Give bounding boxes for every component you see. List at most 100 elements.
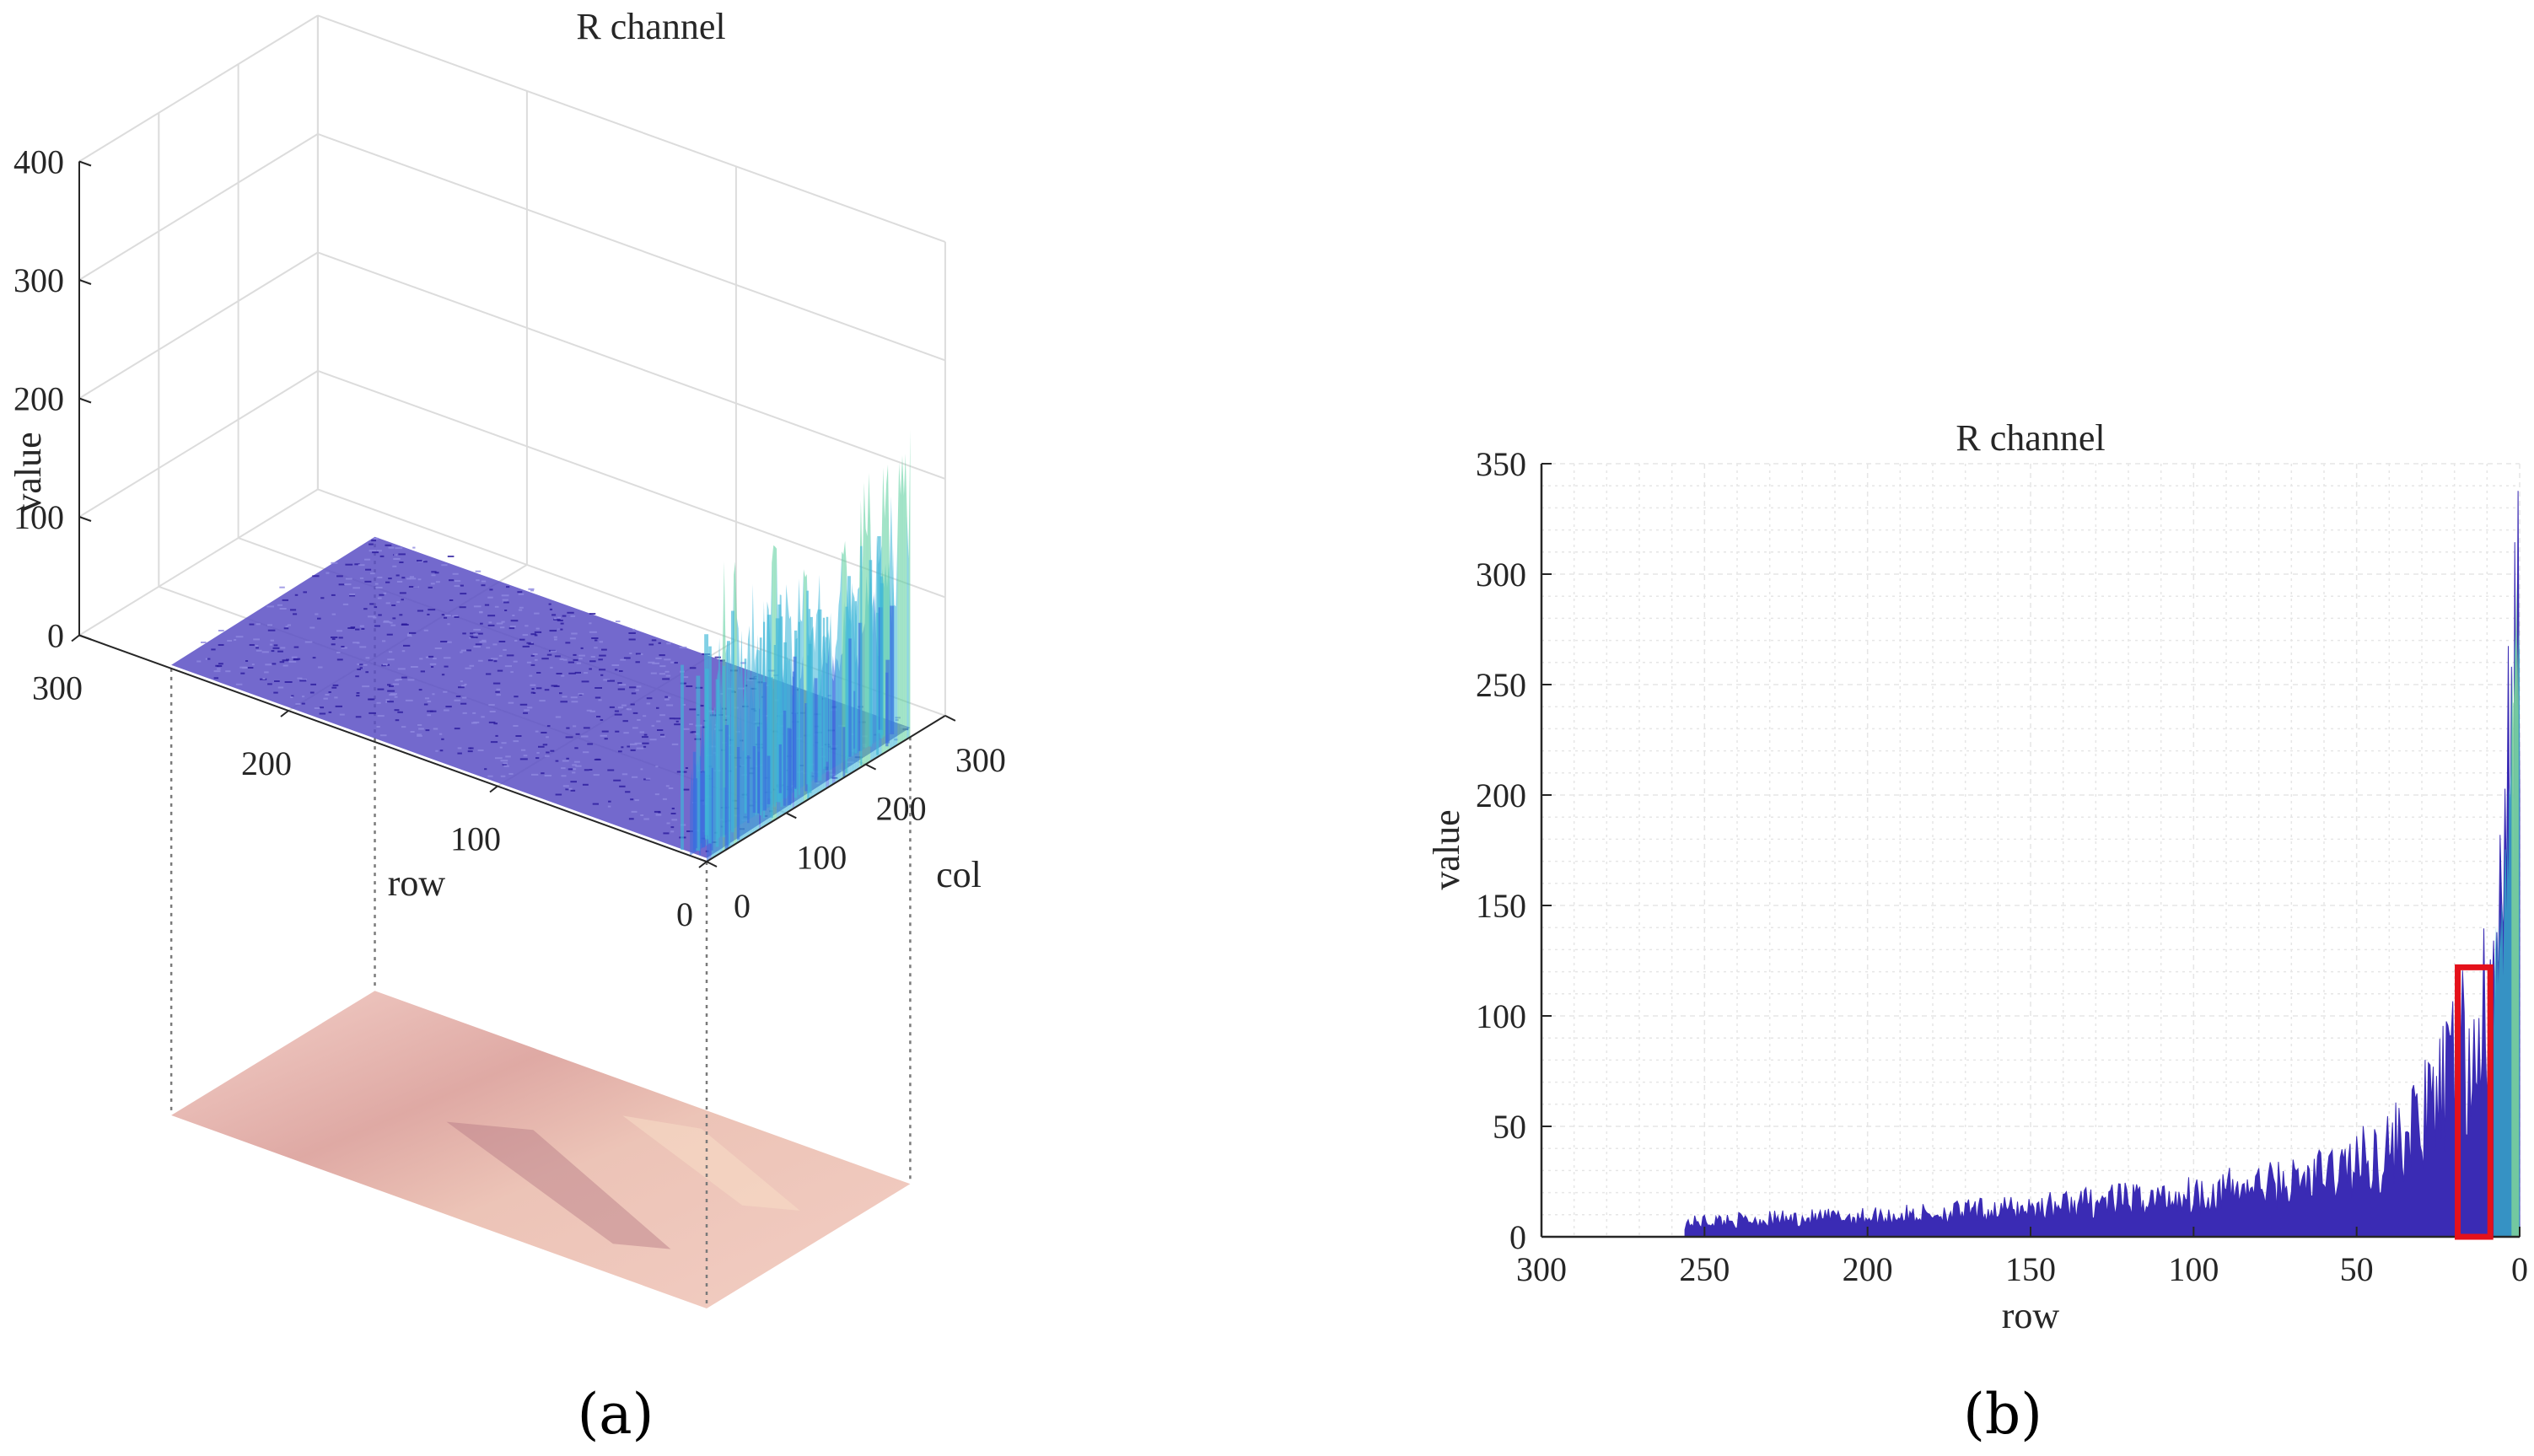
surface-texel: [280, 647, 286, 649]
surface-texel: [575, 765, 582, 767]
surface-texel: [503, 601, 509, 604]
surface-texel: [376, 550, 382, 552]
surface-texel: [574, 671, 581, 674]
ridge-facet: [905, 454, 907, 740]
surface-texel: [392, 683, 400, 685]
surface-texel: [440, 641, 448, 642]
surface-texel: [489, 711, 496, 712]
surface-texel: [635, 653, 641, 655]
surface-texel: [291, 695, 294, 697]
surface-texel: [444, 709, 449, 712]
ridge-facet: [865, 529, 868, 765]
surface-texel: [636, 685, 642, 688]
surface-texel: [227, 640, 232, 642]
surface-texel: [554, 617, 557, 620]
surface-texel: [460, 702, 467, 705]
ridge-facet: [903, 454, 906, 741]
surface-texel: [669, 717, 675, 720]
surface-texel: [589, 668, 592, 670]
surface-texel: [531, 773, 539, 776]
surface-texel: [434, 572, 439, 574]
surface-texel: [594, 687, 602, 689]
y-tick-label: 350: [1476, 445, 1526, 483]
surface-texel: [339, 713, 345, 716]
surface-texel: [522, 645, 530, 647]
z-tick: [78, 160, 92, 167]
surface-texel: [589, 660, 596, 663]
surface-texel: [640, 814, 644, 816]
surface-texel: [213, 670, 221, 673]
surface-texel: [478, 659, 483, 662]
surface-texel: [586, 709, 592, 712]
surface-texel: [387, 690, 395, 692]
surface-texel: [218, 644, 224, 646]
surface-texel: [495, 690, 500, 693]
surface-texel: [526, 642, 531, 644]
surface-texel: [389, 621, 393, 624]
surface-texel: [455, 696, 461, 697]
surface-texel: [634, 742, 643, 744]
surface-texel: [615, 621, 621, 623]
surface-texel: [293, 646, 299, 648]
surface-texel: [207, 658, 211, 660]
ridge-facet: [872, 594, 874, 760]
surface-texel: [271, 650, 275, 653]
surface-texel: [300, 679, 307, 681]
surface-texel: [472, 712, 476, 714]
surface-texel: [290, 696, 293, 698]
surface-texel: [648, 661, 655, 664]
ridge-facet: [741, 631, 744, 841]
surface-texel: [358, 564, 365, 567]
surface-texel: [589, 769, 593, 771]
surface-texel: [427, 701, 432, 702]
surface-texel: [526, 661, 532, 664]
surface-texel: [282, 659, 288, 662]
surface-texel: [277, 650, 283, 653]
surface-texel: [267, 683, 272, 685]
surface-texel: [217, 665, 223, 667]
surface-texel: [470, 632, 476, 635]
surface-texel: [399, 592, 406, 594]
surface-texel: [620, 658, 627, 661]
surface-texel: [374, 537, 379, 540]
surface-texel: [374, 583, 379, 585]
col-tick-label: 0: [734, 887, 751, 925]
surface-texel: [635, 689, 639, 691]
surface-texel: [487, 596, 493, 599]
surface-texel: [623, 657, 631, 659]
z-tick-label: 300: [13, 261, 64, 299]
surface-texel: [317, 617, 321, 620]
panel-a-tick-labels: 0 100 200 300 400 300 200 100 0 0 100 200 300: [13, 143, 1006, 934]
surface-texel: [555, 760, 559, 762]
z-tick-label: 200: [13, 380, 64, 418]
panel-a-projection: [169, 544, 912, 1308]
surface-texel: [492, 643, 498, 646]
surface-texel: [374, 625, 380, 627]
surface-texel: [598, 699, 602, 701]
ridge-facet: [740, 631, 742, 841]
surface-texel: [679, 647, 687, 648]
surface-texel: [578, 693, 584, 696]
surface-texel: [427, 613, 430, 615]
surface-texel: [619, 670, 623, 672]
surface-texel: [387, 701, 394, 703]
surface-texel: [572, 764, 577, 766]
surface-texel: [683, 728, 690, 730]
surface-texel: [541, 772, 545, 775]
surface-texel: [382, 664, 388, 666]
surface-texel: [583, 727, 590, 729]
row-axis-line: [78, 634, 707, 862]
surface-texel: [433, 658, 437, 660]
surface-texel: [515, 735, 522, 737]
surface-texel: [417, 733, 422, 736]
surface-texel: [525, 625, 529, 627]
surface-texel: [545, 755, 550, 757]
surface-texel: [650, 672, 657, 674]
area-series-peak: [2511, 578, 2520, 1237]
panel-label-a: (a): [578, 1382, 654, 1447]
surface-texel: [508, 627, 515, 630]
surface-texel: [264, 671, 269, 674]
panel-b-xlabel: row: [2002, 1295, 2060, 1336]
surface-texel: [493, 660, 498, 663]
surface-texel: [565, 788, 569, 791]
